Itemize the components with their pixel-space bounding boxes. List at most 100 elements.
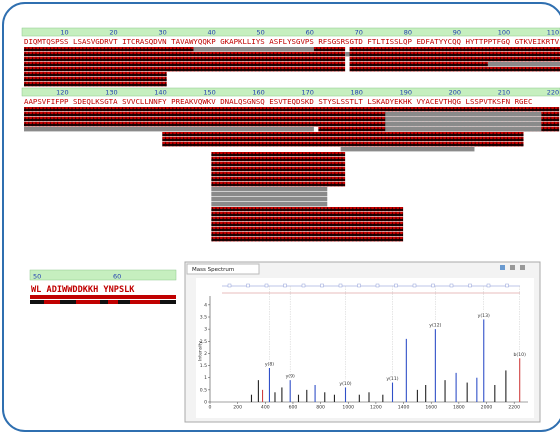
peptide (76, 300, 100, 304)
ladder-box (246, 283, 250, 288)
ladder-box (283, 283, 287, 288)
sequence-group: VYACEVTHQG (416, 97, 461, 106)
ruler-label: 60 (113, 273, 121, 281)
peptide-gray (211, 187, 328, 192)
ladder-box (431, 283, 435, 288)
ruler-band (21, 87, 560, 97)
peptide (349, 57, 560, 62)
ruler-label: 130 (105, 89, 117, 97)
x-tick-label: 1000 (342, 405, 354, 411)
peptide (349, 52, 560, 57)
peptide (211, 177, 346, 182)
peptide (30, 295, 176, 299)
y-tick-label: 3.5 (200, 315, 207, 321)
peptide (30, 300, 176, 304)
peptide (24, 117, 560, 122)
ruler-label: 200 (449, 89, 461, 97)
sequence-group: PREAKVQWKV (171, 97, 216, 106)
peptide-gray (385, 122, 542, 127)
peak-label: y(10) (339, 381, 351, 387)
sequence-group: GTKVEIKRTV (515, 37, 560, 46)
ladder-box (338, 283, 343, 288)
tab[interactable] (186, 263, 260, 275)
y-tick-label: 1 (204, 375, 207, 381)
ruler-label: 100 (498, 29, 510, 37)
ruler-label: 90 (453, 29, 461, 37)
ruler-label: 70 (355, 29, 363, 37)
ruler-label: 140 (154, 89, 166, 97)
ruler-label: 80 (404, 29, 412, 37)
peptide (211, 227, 404, 232)
peptide-gray (211, 202, 328, 207)
x-tick-label: 400 (261, 405, 270, 411)
x-tick-label: 600 (289, 405, 298, 411)
sequence-group: DIQMTQSPSS (24, 37, 69, 46)
sequence-group: ASFLYSGVPS (269, 37, 314, 46)
icon[interactable] (510, 265, 515, 270)
peptide (211, 212, 404, 217)
ruler-label: 60 (306, 29, 314, 37)
peptide (211, 237, 404, 242)
sequence-group: FTLTISSLQP (367, 37, 412, 46)
sequence: WL ADIWWDDKKH YNPSLK (31, 285, 135, 295)
peptide (211, 172, 346, 177)
zoom-panel: 50 60 WL ADIWWDDKKH YNPSLK (29, 269, 177, 304)
ruler-label: 110 (547, 29, 559, 37)
peptide (24, 82, 167, 87)
coverage-map: 10 20 30 40 50 60 70 80 90 100 110 DIQMTQSPSS LSASVG… (21, 27, 560, 242)
y-tick-label: 1.5 (200, 363, 207, 369)
peptide (211, 222, 404, 227)
ladder-box (468, 283, 472, 288)
ruler-label: 190 (400, 89, 412, 97)
peptide-gray (340, 147, 475, 152)
x-tick-label: 2000 (481, 405, 493, 411)
x-tick-label: 1600 (425, 405, 437, 411)
ladder-box (320, 283, 324, 288)
ladder-box (301, 283, 306, 288)
ladder-box (412, 283, 417, 288)
ruler-label: 180 (351, 89, 363, 97)
peptide (162, 132, 524, 137)
sequence-group: LSKADYEKHK (367, 97, 412, 106)
peptide (24, 122, 560, 127)
peptide-gray (385, 127, 542, 132)
peak-label: y(8) (265, 362, 274, 368)
ruler-band (21, 27, 560, 37)
peptide (24, 107, 560, 112)
peptide (349, 62, 560, 67)
peptide (211, 167, 346, 172)
spectrum-window: Mass Spectrum Intensity 0 0.5 1 1.5 2 2.5 3 3.5 4… (184, 261, 541, 423)
peptide (24, 52, 346, 57)
ladder-box (505, 283, 509, 288)
peptide (211, 162, 346, 167)
peptide (24, 72, 167, 77)
ruler-label: 160 (252, 89, 264, 97)
ruler-label: 10 (60, 29, 68, 37)
ruler-label: 50 (257, 29, 265, 37)
ruler-label: 20 (109, 29, 117, 37)
peak-label: b(10) (514, 352, 527, 358)
ladder-box (264, 283, 269, 288)
peptide-gray (487, 62, 560, 67)
peptide (162, 137, 524, 142)
peptide (211, 232, 404, 237)
peak-label: y(13) (478, 313, 490, 319)
peptide-gray (211, 197, 328, 202)
ruler-label: 220 (547, 89, 559, 97)
peptide (211, 157, 346, 162)
x-tick-label: 1400 (398, 405, 410, 411)
ruler-label: 210 (498, 89, 510, 97)
peptide (44, 300, 60, 304)
peptide (211, 207, 404, 212)
peak-label: y(9) (286, 374, 295, 380)
sequence-group: SDEQLKSGTA (73, 97, 118, 106)
y-tick-label: 0.5 (200, 387, 207, 393)
ladder-box (227, 283, 232, 288)
icon[interactable] (520, 265, 525, 270)
peptide (24, 62, 346, 67)
peptide (24, 77, 167, 82)
y-axis-label: Intensity (198, 341, 204, 361)
icon[interactable] (500, 265, 505, 270)
y-tick-label: 2 (204, 351, 207, 357)
